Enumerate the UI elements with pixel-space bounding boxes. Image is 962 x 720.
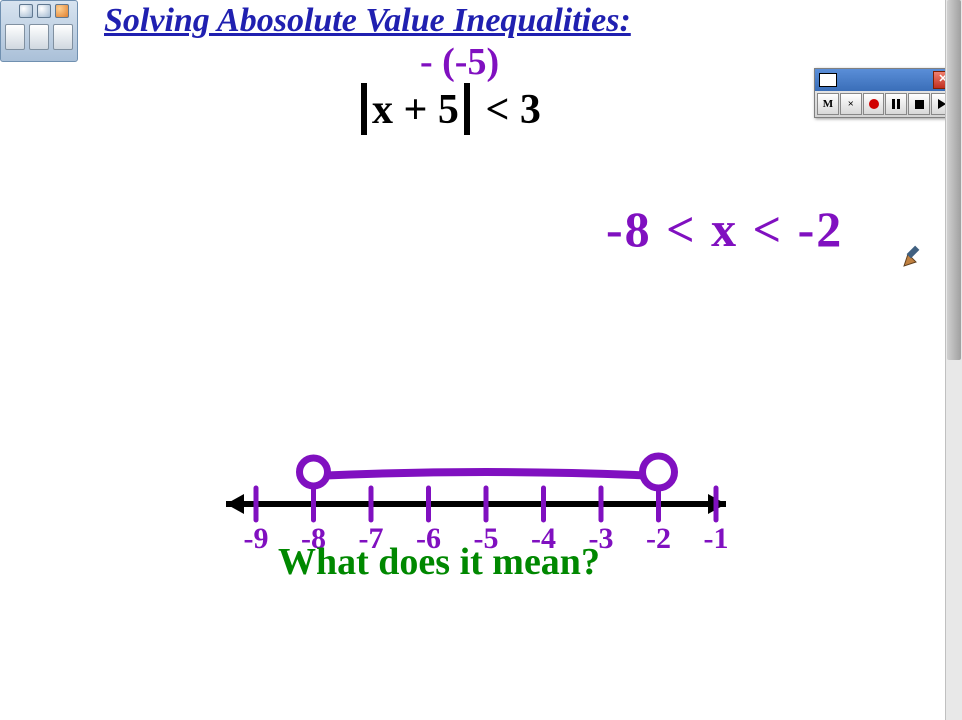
record-icon	[869, 99, 879, 109]
page-title: Solving Abosolute Value Inequalities:	[104, 2, 631, 40]
scrollbar-thumb[interactable]	[947, 0, 961, 360]
svg-text:-9: -9	[244, 522, 269, 555]
recorder-m-button[interactable]: M	[817, 93, 839, 115]
recorder-pause-button[interactable]	[885, 93, 907, 115]
equation-rest: < 3	[475, 87, 541, 133]
svg-text:-2: -2	[646, 522, 671, 555]
toolbar-btn-2[interactable]	[37, 4, 51, 18]
svg-text:-1: -1	[704, 522, 729, 555]
recorder-stop-button[interactable]	[908, 93, 930, 115]
recorder-window: ✕ M ×	[814, 68, 956, 118]
abs-bar-left	[361, 83, 367, 135]
recorder-x-button[interactable]: ×	[840, 93, 862, 115]
annotation-step: - (-5)	[420, 40, 499, 84]
toolbar-btn-page-1[interactable]	[5, 24, 25, 50]
toolbar-btn-page-3[interactable]	[53, 24, 73, 50]
pen-cursor-icon	[902, 244, 926, 268]
stop-icon	[915, 100, 924, 109]
solution-inequality: -8 < x < -2	[606, 200, 843, 258]
toolbar-btn-3[interactable]	[55, 4, 69, 18]
toolbar-btn-page-2[interactable]	[29, 24, 49, 50]
app-toolbar	[0, 0, 78, 62]
recorder-titlebar[interactable]: ✕	[815, 69, 955, 91]
recorder-record-button[interactable]	[863, 93, 885, 115]
toolbar-btn-1[interactable]	[19, 4, 33, 18]
abs-bar-right	[464, 83, 470, 135]
pause-icon	[892, 99, 900, 109]
equation: x + 5 < 3	[356, 86, 541, 139]
question-text: What does it mean?	[278, 540, 600, 584]
camera-icon	[819, 73, 837, 87]
vertical-scrollbar[interactable]	[945, 0, 962, 720]
equation-inner: x + 5	[372, 87, 459, 133]
